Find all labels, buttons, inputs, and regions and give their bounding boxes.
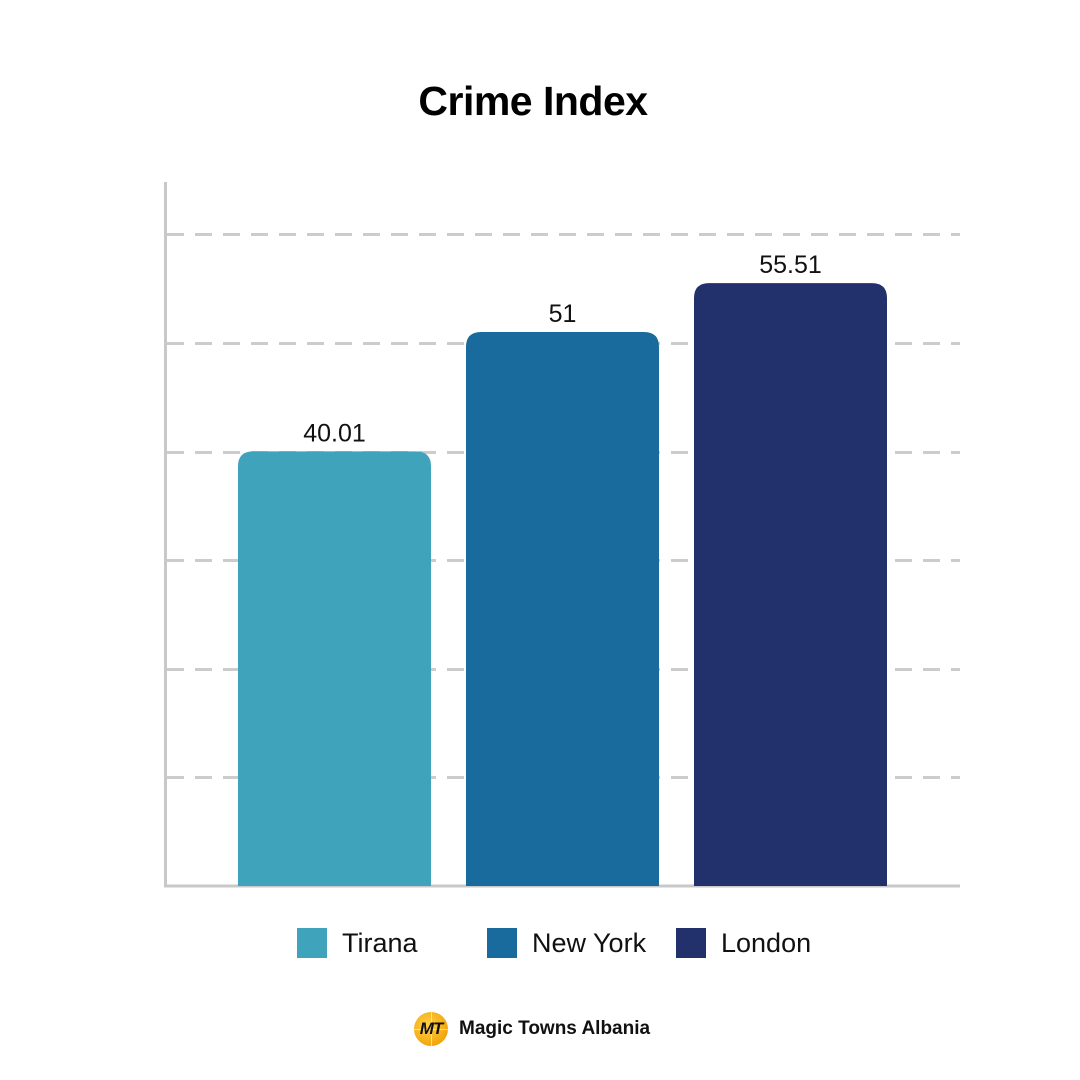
brand-name: Magic Towns Albania [459,1018,651,1039]
legend-swatch-london [676,928,706,958]
legend-swatch-tirana [297,928,327,958]
legend-swatch-new-york [487,928,517,958]
legend-item-new-york: New York [487,926,646,960]
chart-title: Crime Index [418,78,648,124]
legend-label-london: London [721,927,812,958]
legend-item-london: London [676,926,811,960]
bar-new-york [466,332,659,886]
legend: Tirana New York London [0,926,1080,960]
brand: MT Magic Towns Albania [414,1011,650,1047]
bar-tirana [238,451,431,886]
value-label-tirana: 40.01 [303,419,366,447]
value-labels: 40.01 51 55.51 [303,251,822,447]
brand-logo-text: MT [419,1019,444,1038]
legend-label-new-york: New York [532,927,647,958]
legend-item-tirana: Tirana [297,926,418,960]
value-label-london: 55.51 [759,251,822,279]
bars [238,283,887,886]
legend-label-tirana: Tirana [342,927,418,958]
value-label-new-york: 51 [549,300,577,328]
bar-london [694,283,887,886]
globe-logo-icon: MT [414,1012,448,1046]
